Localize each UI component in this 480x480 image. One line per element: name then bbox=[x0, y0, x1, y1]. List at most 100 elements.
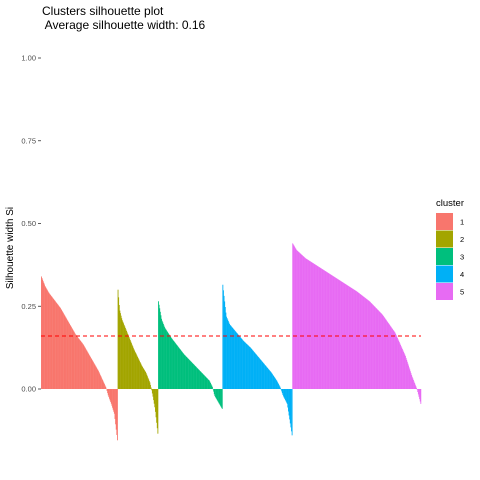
silhouette-bar bbox=[91, 359, 93, 389]
y-tick-label: 0.75 bbox=[21, 136, 36, 145]
y-axis: 0.00 0.25 0.50 0.75 1.00 bbox=[21, 54, 41, 394]
silhouette-bar bbox=[172, 339, 174, 389]
silhouette-bar bbox=[400, 344, 402, 389]
silhouette-bar bbox=[176, 345, 178, 389]
silhouette-bar bbox=[188, 358, 189, 389]
silhouette-bar bbox=[352, 289, 354, 389]
silhouette-bar bbox=[101, 377, 102, 389]
silhouette-bar bbox=[339, 280, 341, 389]
legend-key-5 bbox=[436, 283, 453, 300]
silhouette-bar bbox=[248, 345, 250, 389]
silhouette-bar bbox=[326, 272, 328, 389]
silhouette-bar bbox=[355, 290, 357, 389]
silhouette-bar bbox=[264, 364, 265, 389]
silhouette-bar bbox=[237, 333, 238, 389]
silhouette-bar bbox=[158, 304, 160, 389]
silhouette-bar bbox=[210, 384, 212, 389]
silhouette-bar bbox=[362, 296, 364, 389]
silhouette-bar bbox=[254, 353, 256, 389]
silhouette-bar bbox=[144, 370, 146, 389]
silhouette-bar bbox=[205, 376, 207, 389]
silhouette-bar bbox=[370, 302, 371, 389]
silhouette-bar bbox=[332, 275, 333, 389]
silhouette-bar bbox=[285, 389, 287, 402]
silhouette-bar bbox=[162, 322, 164, 389]
silhouette-bar bbox=[128, 337, 130, 389]
silhouette-bar bbox=[46, 289, 48, 389]
silhouette-bar bbox=[400, 346, 402, 389]
y-tick-label: 0.00 bbox=[21, 385, 36, 394]
silhouette-bar bbox=[307, 259, 308, 389]
silhouette-bar bbox=[337, 279, 339, 389]
silhouette-bar bbox=[151, 389, 153, 394]
silhouette-bar bbox=[129, 340, 131, 389]
silhouette-bar bbox=[190, 361, 192, 389]
chart-subtitle: Average silhouette width: 0.16 bbox=[42, 18, 206, 32]
silhouette-bar bbox=[114, 389, 116, 419]
silhouette-bar bbox=[183, 354, 185, 389]
silhouette-bar bbox=[260, 359, 262, 389]
silhouette-bar bbox=[367, 300, 369, 389]
silhouette-bar bbox=[205, 377, 207, 389]
silhouette-bar bbox=[169, 335, 170, 389]
y-axis-title: Silhouette width Si bbox=[5, 207, 16, 289]
silhouette-bar bbox=[132, 347, 134, 389]
silhouette-bar bbox=[281, 389, 283, 394]
silhouette-bar bbox=[137, 358, 139, 389]
silhouette-bar bbox=[179, 348, 181, 389]
silhouette-bar bbox=[185, 356, 187, 389]
silhouette-bar bbox=[102, 381, 104, 389]
silhouette-bar bbox=[238, 335, 240, 389]
silhouette-bar bbox=[166, 330, 167, 389]
silhouette-bar bbox=[67, 320, 69, 389]
silhouette-bar bbox=[397, 337, 398, 389]
silhouette-bar bbox=[140, 364, 142, 389]
silhouette-bar bbox=[99, 374, 101, 389]
silhouette-bar bbox=[163, 325, 165, 389]
silhouette-bar bbox=[316, 265, 318, 389]
silhouette-bar bbox=[254, 352, 256, 389]
silhouette-bar bbox=[248, 346, 250, 389]
silhouette-bar bbox=[282, 389, 284, 396]
silhouette-bar bbox=[403, 353, 405, 389]
silhouette-bar bbox=[50, 295, 52, 389]
silhouette-bar bbox=[416, 387, 417, 389]
silhouette-bar bbox=[333, 276, 335, 389]
silhouette-bar bbox=[353, 289, 355, 389]
silhouette-bar bbox=[308, 260, 310, 389]
silhouette-bar bbox=[311, 262, 313, 389]
silhouette-bar bbox=[223, 290, 224, 389]
silhouette-bar bbox=[239, 336, 241, 389]
silhouette-bar bbox=[346, 284, 348, 389]
silhouette-bar bbox=[45, 287, 47, 389]
silhouette-bar bbox=[335, 277, 337, 389]
silhouette-bar bbox=[345, 284, 347, 389]
silhouette-bar bbox=[354, 289, 356, 389]
silhouette-bar bbox=[131, 343, 132, 389]
silhouette-bar bbox=[257, 356, 259, 389]
silhouette-bar bbox=[139, 362, 141, 389]
silhouette-bar bbox=[224, 306, 226, 389]
legend-label-4: 4 bbox=[460, 270, 464, 279]
silhouette-bar bbox=[382, 315, 384, 389]
silhouette-bar bbox=[361, 295, 363, 389]
silhouette-bar bbox=[213, 389, 215, 395]
silhouette-bar bbox=[194, 365, 196, 389]
silhouette-bar bbox=[284, 389, 286, 401]
silhouette-bar bbox=[160, 315, 162, 389]
silhouette-bar bbox=[214, 389, 216, 397]
silhouette-bar bbox=[207, 378, 208, 389]
silhouette-bar bbox=[92, 361, 94, 389]
silhouette-bar bbox=[60, 308, 62, 389]
silhouette-bar bbox=[416, 389, 418, 390]
silhouette-bar bbox=[259, 358, 261, 389]
silhouette-bar bbox=[371, 304, 373, 389]
silhouette-bar bbox=[291, 389, 293, 436]
silhouette-bar bbox=[155, 389, 157, 418]
silhouette-bar bbox=[294, 246, 295, 389]
silhouette-bar bbox=[109, 389, 111, 401]
silhouette-bar bbox=[390, 327, 392, 389]
silhouette-bar bbox=[66, 319, 68, 389]
silhouette-bar bbox=[301, 254, 303, 389]
